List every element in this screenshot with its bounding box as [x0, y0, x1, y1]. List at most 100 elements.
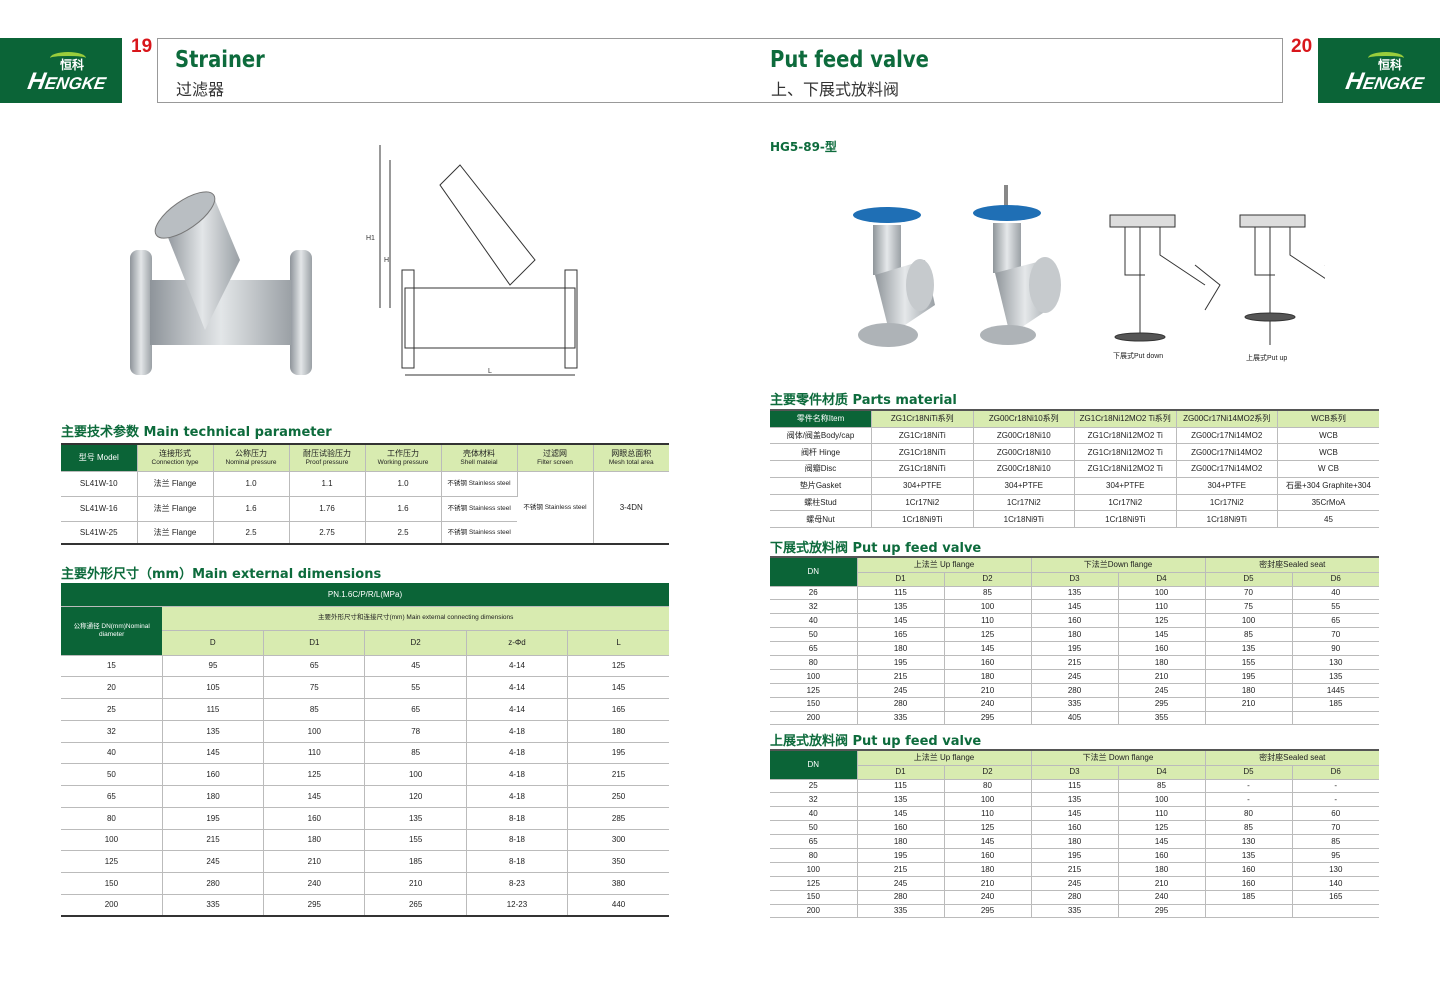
strainer-drawing: H1 H L — [366, 145, 578, 376]
table-cell: 240 — [944, 890, 1032, 905]
table-cell: 不锈钢 Stainless steel — [441, 496, 517, 522]
table-cell: 32 — [770, 792, 858, 808]
table-row: 32 135 100 135 100- - — [770, 792, 1379, 808]
group-header: 上法兰 Up flange — [857, 557, 1032, 573]
table-cell: ZG1Cr18Ni12MO2 Ti — [1074, 443, 1177, 462]
table-cell: 4-14 — [466, 676, 569, 699]
table-cell: 180 — [1118, 862, 1206, 877]
table-cell: 75 — [1205, 599, 1293, 615]
table-cell: 195 — [857, 848, 945, 863]
header-text: Filter screen — [537, 458, 573, 466]
header-text: 壳体材料 — [463, 449, 495, 459]
table-cell: WCB — [1277, 427, 1379, 445]
table-cell: 265 — [364, 894, 467, 917]
parts-material-table: 零件名称Item ZG1Cr18NiTi系列 ZG00Cr18Ni10系列 ZG1Cr… — [770, 409, 1379, 529]
table-cell: 100 — [1205, 613, 1293, 629]
table-cell: 135 — [1031, 586, 1119, 601]
table-cell: 阀瓣Disc — [770, 460, 872, 478]
table-cell: 70 — [1292, 627, 1379, 643]
column-header: D5 — [1205, 572, 1293, 587]
logo-brand: HENGKE — [1343, 68, 1426, 95]
table-cell: 245 — [1031, 876, 1119, 891]
table-cell: 40 — [1292, 586, 1379, 601]
table-cell: 150 — [61, 872, 163, 895]
table-cell: 215 — [567, 763, 669, 786]
drawing-put-up — [1239, 214, 1325, 345]
table-cell: 85 — [1205, 820, 1293, 836]
dimensions-table: PN.1.6C/P/R/L(MPa) 公称通径 DN(mm)Nominal dia… — [61, 583, 669, 917]
table-cell: 80 — [944, 779, 1032, 794]
table-cell: 180 — [857, 834, 945, 849]
table-cell: 螺母Nut — [770, 510, 872, 529]
column-header: D — [162, 630, 265, 656]
table-row: 125 245 210 185 8-18 350 — [61, 850, 669, 873]
table-row: 100 215 180 155 8-18 300 — [61, 829, 669, 852]
table-cell: 垫片Gasket — [770, 477, 872, 495]
table-cell: 135 — [857, 792, 945, 808]
column-header: D2 — [944, 572, 1032, 587]
table-cell: 65 — [364, 698, 467, 721]
table-cell: 100 — [770, 669, 858, 684]
table-cell: 195 — [162, 807, 265, 830]
valve-photos — [853, 185, 1061, 347]
table-cell: 145 — [1118, 834, 1206, 849]
column-header: WCB系列 — [1277, 410, 1379, 428]
table-cell: 法兰 Flange — [137, 496, 214, 522]
table-cell: 85 — [1118, 779, 1206, 794]
page-subtitle-right: 上、下展式放料阀 — [771, 82, 900, 99]
table-cell: 180 — [1031, 834, 1119, 849]
table-cell: 295 — [1118, 904, 1206, 919]
table-cell: 285 — [567, 807, 669, 830]
table-header-cell: 壳体材料 Shell mateial — [441, 444, 518, 472]
table-cell: 280 — [162, 872, 265, 895]
valve-drawings — [1109, 214, 1325, 345]
table-cell: 110 — [1118, 806, 1206, 822]
table-row: 25 115 80 115 85- - — [770, 779, 1379, 794]
table-row: 40 145 110 145 110 80 60 — [770, 806, 1379, 822]
table-cell: 125 — [944, 627, 1032, 643]
header-frame — [157, 38, 1283, 103]
tech-parameter-table: 型号 Model 连接形式 Connection type 公称压力 Nominal p… — [61, 443, 669, 545]
table-row: 40 145 110 85 4-18 195 — [61, 742, 669, 765]
table-cell: 55 — [1292, 599, 1379, 615]
table-cell: 125 — [567, 655, 669, 678]
section-title-dims: 主要外形尺寸（mm）Main external dimensions — [61, 567, 382, 582]
table-row: SL41W-16 法兰 Flange 1.6 1.76 1.6 不锈钢 Stainless… — [61, 496, 669, 522]
column-header: ZG00Cr17Ni14MO2系列 — [1176, 410, 1278, 428]
table-cell: 78 — [364, 720, 467, 743]
table-cell: 280 — [857, 697, 945, 712]
table-cell: 100 — [944, 792, 1032, 808]
table-cell: 145 — [944, 834, 1032, 849]
table-cell: 145 — [857, 613, 945, 629]
group-header: 密封座Sealed seat — [1205, 557, 1379, 573]
group-header: 主要外形尺寸和连接尺寸(mm) Main external connecting… — [162, 606, 669, 631]
table-cell: 1Cr18Ni9Ti — [1074, 510, 1177, 529]
table-row: 螺母Nut 1Cr18Ni9Ti 1Cr18Ni9Ti 1Cr18Ni9Ti 1Cr18… — [770, 510, 1379, 529]
table-cell: 阀杆 Hinge — [770, 443, 872, 462]
table-cell: 石墨+304 Graphite+304 — [1277, 477, 1379, 495]
table-cell: 1Cr17Ni2 — [871, 494, 974, 512]
table-cell: 160 — [944, 655, 1032, 670]
table-row: 150 280 240 210 8-23 380 — [61, 872, 669, 895]
table-cell: 125 — [1118, 820, 1206, 836]
table-cell: 195 — [1031, 848, 1119, 863]
table-cell: 245 — [857, 876, 945, 891]
table-cell: 105 — [162, 676, 265, 699]
table-cell: 145 — [1031, 806, 1119, 822]
table-cell: 65 — [770, 641, 858, 656]
table-cell: 295 — [263, 894, 366, 917]
table-cell: 155 — [1205, 655, 1293, 670]
table-row: 80 195 160 195 160 135 95 — [770, 848, 1379, 863]
table-cell: 160 — [263, 807, 366, 830]
table-cell: 60 — [1292, 806, 1379, 822]
dn-header: DN — [770, 750, 858, 780]
table-cell: ZG00Cr17Ni14MO2 — [1176, 460, 1278, 478]
column-header: D6 — [1292, 765, 1379, 780]
table-header-cell: 工作压力 Working pressure — [365, 444, 442, 472]
table-cell: ZG00Cr18Ni10 — [973, 427, 1075, 445]
table-cell: 215 — [857, 669, 945, 684]
table-cell: - — [1205, 792, 1293, 808]
table-cell: 65 — [770, 834, 858, 849]
header-text: Proof pressure — [305, 458, 349, 466]
dn-header: 公称通径 DN(mm)Nominal diameter — [61, 606, 163, 656]
